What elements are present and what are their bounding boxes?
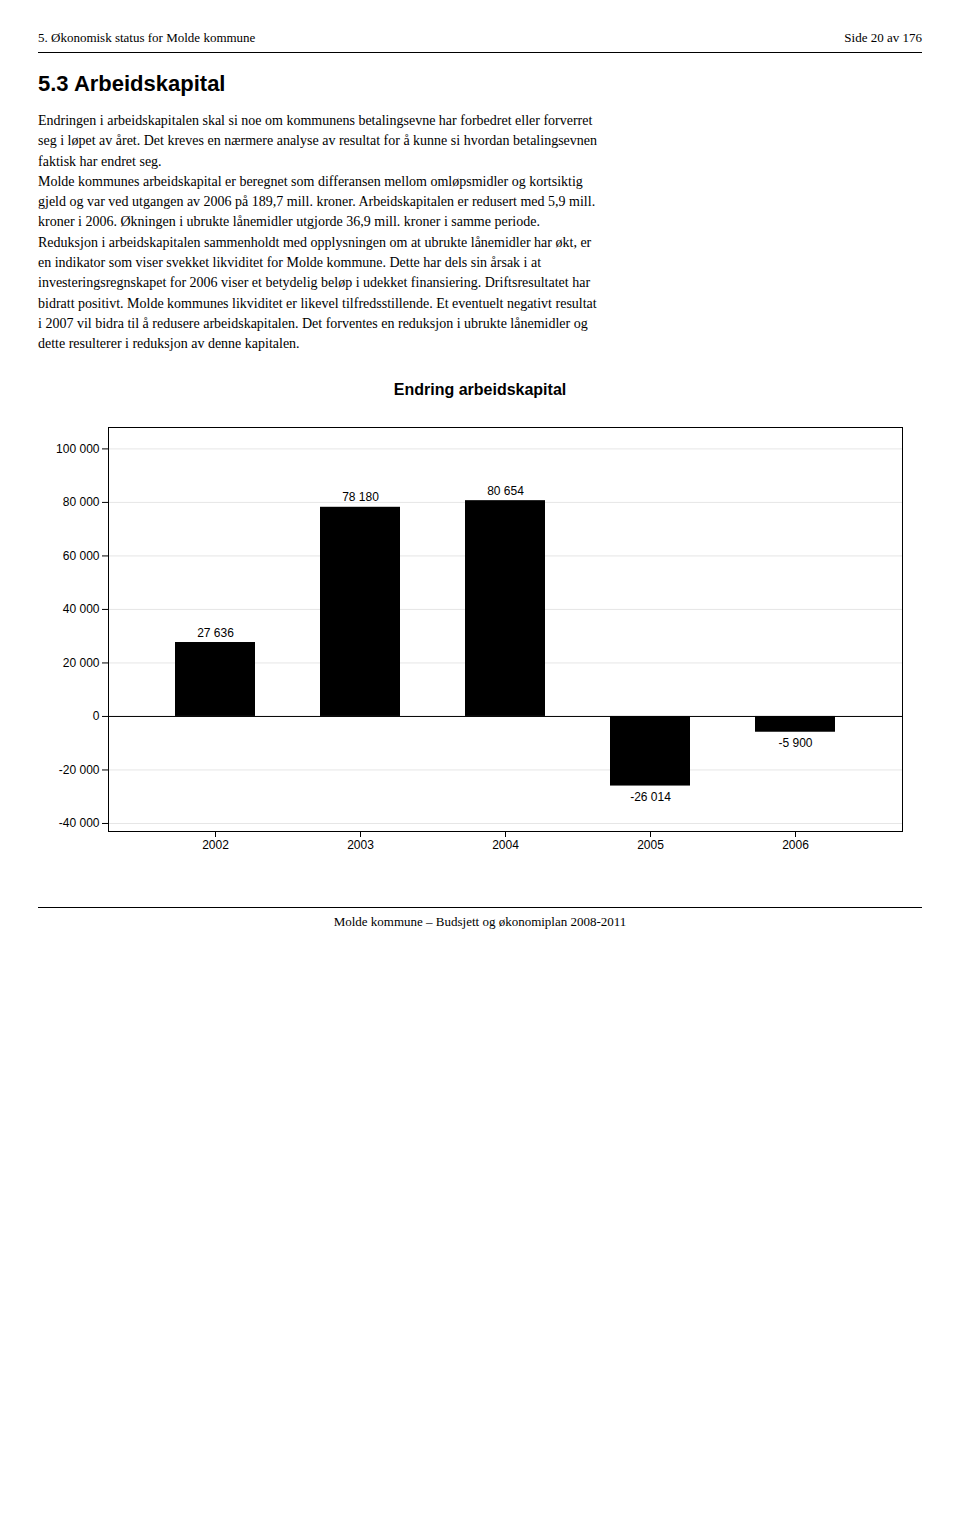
html-text:Side 20 av 176: Side 20 av 176 bbox=[844, 30, 922, 45]
svg-text:80 654: 80 654 bbox=[487, 483, 524, 497]
html-text:5.3 Arbeidskapital: 5.3 Arbeidskapital bbox=[38, 71, 226, 96]
html-text:5. Økonomisk status for Molde: 5. Økonomisk status for Molde kommune bbox=[38, 30, 256, 45]
svg-text:2006: 2006 bbox=[782, 838, 809, 852]
svg-text:-5 900: -5 900 bbox=[778, 735, 812, 749]
svg-text:-40 000: -40 000 bbox=[59, 816, 100, 830]
svg-text:-26 014: -26 014 bbox=[630, 789, 671, 803]
svg-text:20 000: 20 000 bbox=[63, 655, 100, 669]
svg-text:78 180: 78 180 bbox=[342, 490, 379, 504]
svg-text:100 000: 100 000 bbox=[56, 441, 100, 455]
svg-text:2002: 2002 bbox=[202, 838, 229, 852]
svg-text:2004: 2004 bbox=[492, 838, 519, 852]
svg-text:-20 000: -20 000 bbox=[59, 762, 100, 776]
html-text:Endringen i arbeidskapitalen s: Endringen i arbeidskapitalen skal si noe… bbox=[38, 113, 597, 352]
svg-text:40 000: 40 000 bbox=[63, 602, 100, 616]
svg-text:27 636: 27 636 bbox=[197, 625, 234, 639]
svg-text:60 000: 60 000 bbox=[63, 548, 100, 562]
svg-text:80 000: 80 000 bbox=[63, 495, 100, 509]
svg-text:2005: 2005 bbox=[637, 838, 664, 852]
svg-text:2003: 2003 bbox=[347, 838, 374, 852]
html-text:Molde kommune – Budsjett og øk: Molde kommune – Budsjett og økonomiplan … bbox=[333, 913, 627, 929]
svg-text:0: 0 bbox=[93, 709, 100, 723]
html-text:Endring arbeidskapital: Endring arbeidskapital bbox=[393, 380, 567, 398]
